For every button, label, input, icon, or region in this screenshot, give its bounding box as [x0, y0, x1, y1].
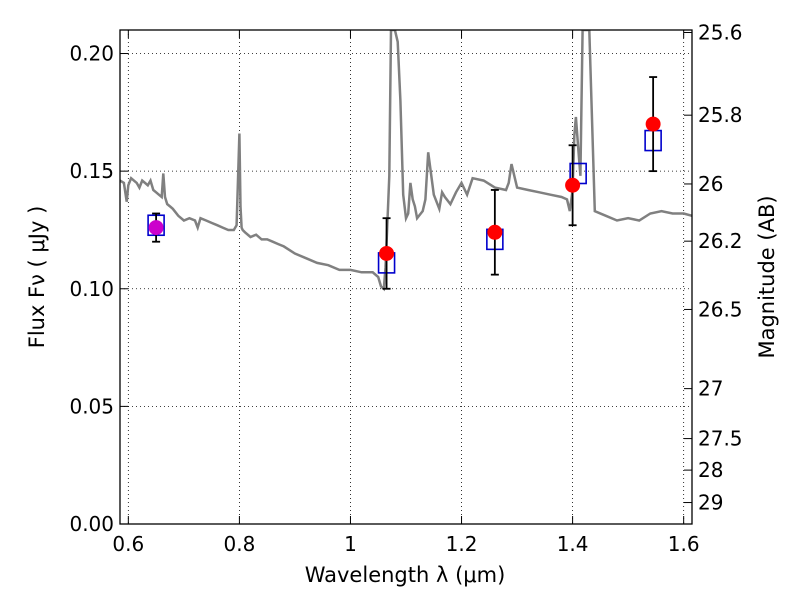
y2-tick-label: 27.5 — [698, 427, 743, 451]
observed-points — [148, 116, 661, 261]
y-tick-label: 0.15 — [69, 159, 114, 183]
axis-ticks: 0.6 0.8 1 1.2 1.4 1.6 0.00 0.05 0.10 0.15 0.20 25.6… — [69, 20, 742, 556]
plot-frame — [119, 29, 693, 525]
observed-point — [379, 245, 395, 261]
y-tick-label: 0.10 — [69, 277, 114, 301]
x-tick-label: 0.6 — [112, 532, 144, 556]
x-axis-label: Wavelength λ (μm) — [305, 563, 506, 587]
x-tick-label: 1.4 — [557, 532, 589, 556]
x-tick-label: 1 — [344, 532, 357, 556]
model-spectrum-line — [120, 30, 692, 292]
y2-tick-label: 29 — [698, 491, 723, 515]
y2-tick-label: 26.5 — [698, 297, 743, 321]
y2-tick-label: 26 — [698, 172, 723, 196]
y-tick-label: 0.20 — [69, 42, 114, 66]
y2-axis-label: Magnitude (AB) — [755, 195, 779, 358]
x-tick-label: 0.8 — [223, 532, 255, 556]
observed-point — [645, 116, 661, 132]
y2-tick-label: 25.6 — [698, 20, 743, 44]
observed-point — [487, 224, 503, 240]
y2-tick-label: 27 — [698, 377, 723, 401]
y2-tick-label: 25.8 — [698, 103, 743, 127]
y2-tick-label: 26.2 — [698, 229, 743, 253]
observed-point — [148, 220, 164, 236]
x-tick-label: 1.2 — [446, 532, 478, 556]
plot-area — [120, 30, 692, 292]
x-tick-label: 1.6 — [668, 532, 700, 556]
y-tick-label: 0.00 — [69, 512, 114, 536]
y2-tick-label: 28 — [698, 458, 723, 482]
y-axis-label: Flux Fν ( μJy ) — [25, 206, 49, 349]
observed-point — [565, 177, 581, 193]
grid-lines — [120, 30, 692, 525]
y-tick-label: 0.05 — [69, 394, 114, 418]
